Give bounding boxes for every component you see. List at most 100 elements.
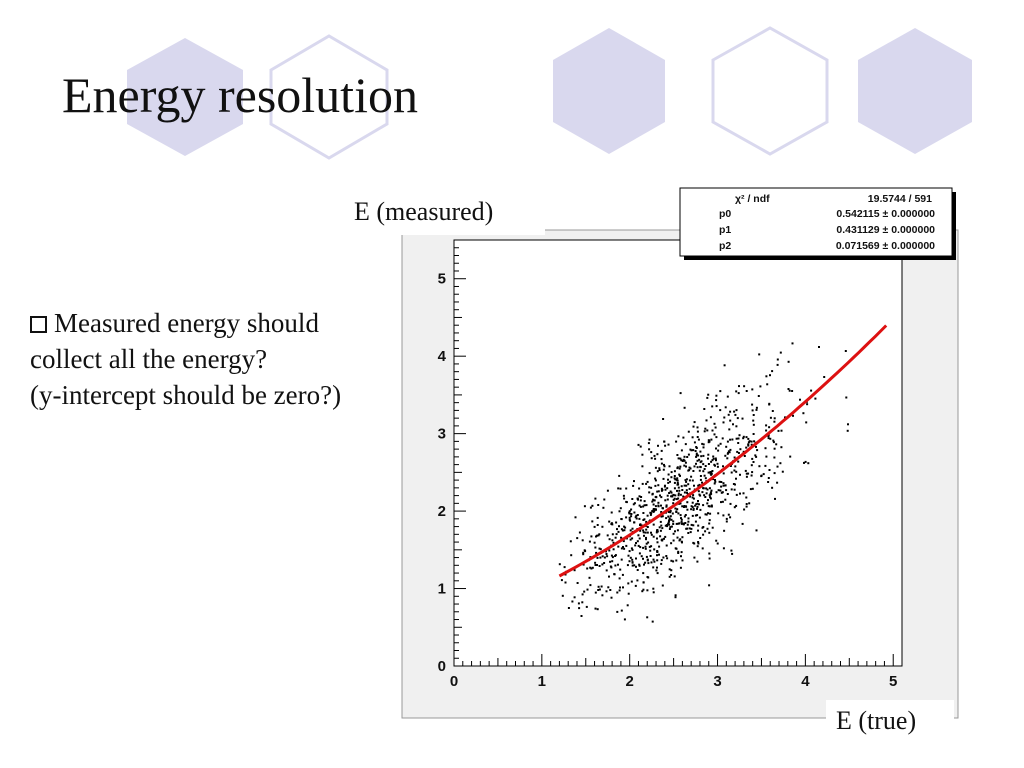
data-point (697, 490, 700, 493)
data-point (708, 494, 711, 497)
data-point (745, 496, 748, 499)
data-point (661, 515, 664, 518)
data-point (660, 504, 662, 507)
data-point (608, 538, 611, 541)
data-point (708, 487, 711, 490)
data-point (638, 495, 641, 498)
data-point (633, 480, 635, 483)
data-point (693, 484, 695, 487)
data-point (603, 498, 606, 501)
data-point (624, 526, 627, 529)
data-point (681, 505, 684, 508)
data-point (690, 508, 693, 511)
data-point (701, 481, 703, 484)
data-point (641, 465, 644, 468)
data-point (670, 559, 673, 562)
data-point (707, 453, 710, 456)
data-point (638, 563, 641, 566)
data-point (702, 533, 705, 536)
data-point (670, 476, 673, 479)
data-point (639, 523, 642, 526)
data-point (694, 504, 697, 507)
data-point (773, 417, 776, 420)
data-point (623, 618, 626, 621)
data-point (679, 566, 682, 569)
data-point (652, 503, 655, 506)
data-point (750, 443, 753, 446)
data-point (720, 481, 723, 483)
data-point (645, 528, 648, 531)
data-point (615, 533, 618, 536)
data-point (664, 524, 667, 527)
data-point (677, 550, 680, 553)
data-point (713, 433, 716, 436)
data-point (681, 460, 684, 462)
data-point (627, 554, 630, 557)
data-point (697, 500, 699, 502)
data-point (586, 567, 589, 570)
data-point (672, 493, 675, 496)
data-point (723, 529, 726, 532)
data-point (668, 520, 670, 522)
data-point (635, 517, 638, 520)
data-point (725, 517, 728, 520)
data-point (747, 441, 750, 444)
data-point (735, 425, 738, 428)
data-point (628, 560, 631, 563)
data-point (752, 433, 755, 435)
data-point (685, 484, 688, 487)
data-point (710, 471, 713, 474)
data-point (644, 531, 647, 534)
data-point (652, 499, 655, 502)
data-point (747, 472, 750, 475)
x-tick-label: 3 (713, 673, 721, 690)
data-point (665, 555, 668, 557)
data-point (806, 403, 809, 406)
data-point (588, 540, 591, 543)
data-point (677, 497, 680, 500)
data-point (674, 596, 677, 599)
data-point (646, 526, 649, 528)
data-point (764, 447, 767, 450)
data-point (708, 505, 711, 508)
data-point (718, 480, 721, 483)
data-point (728, 451, 731, 454)
data-point (751, 457, 754, 460)
data-point (685, 478, 688, 481)
data-point (668, 465, 671, 468)
data-point (601, 594, 604, 597)
data-point (652, 508, 655, 511)
data-point (653, 548, 656, 551)
x-axis-label: E (true) (836, 706, 916, 735)
data-point (709, 497, 712, 500)
data-point (567, 607, 570, 609)
data-point (696, 505, 699, 508)
data-point (768, 469, 771, 471)
data-point (696, 459, 699, 462)
data-point (697, 438, 700, 441)
data-point (656, 537, 658, 540)
data-point (667, 478, 669, 481)
data-point (711, 405, 714, 408)
data-point (656, 490, 659, 493)
data-point (738, 385, 740, 388)
data-point (666, 498, 669, 501)
data-point (659, 535, 662, 538)
data-point (693, 421, 696, 424)
data-point (558, 563, 561, 566)
data-point (805, 421, 808, 424)
data-point (600, 585, 603, 588)
data-point (715, 491, 718, 494)
data-point (672, 560, 675, 563)
data-point (670, 495, 673, 498)
data-point (586, 588, 589, 591)
data-point (737, 452, 740, 454)
data-point (649, 513, 652, 516)
data-point (739, 492, 741, 495)
data-point (737, 442, 740, 444)
data-point (694, 520, 697, 523)
data-point (776, 363, 779, 366)
data-point (703, 494, 706, 497)
data-point (636, 514, 639, 516)
data-point (640, 524, 643, 527)
